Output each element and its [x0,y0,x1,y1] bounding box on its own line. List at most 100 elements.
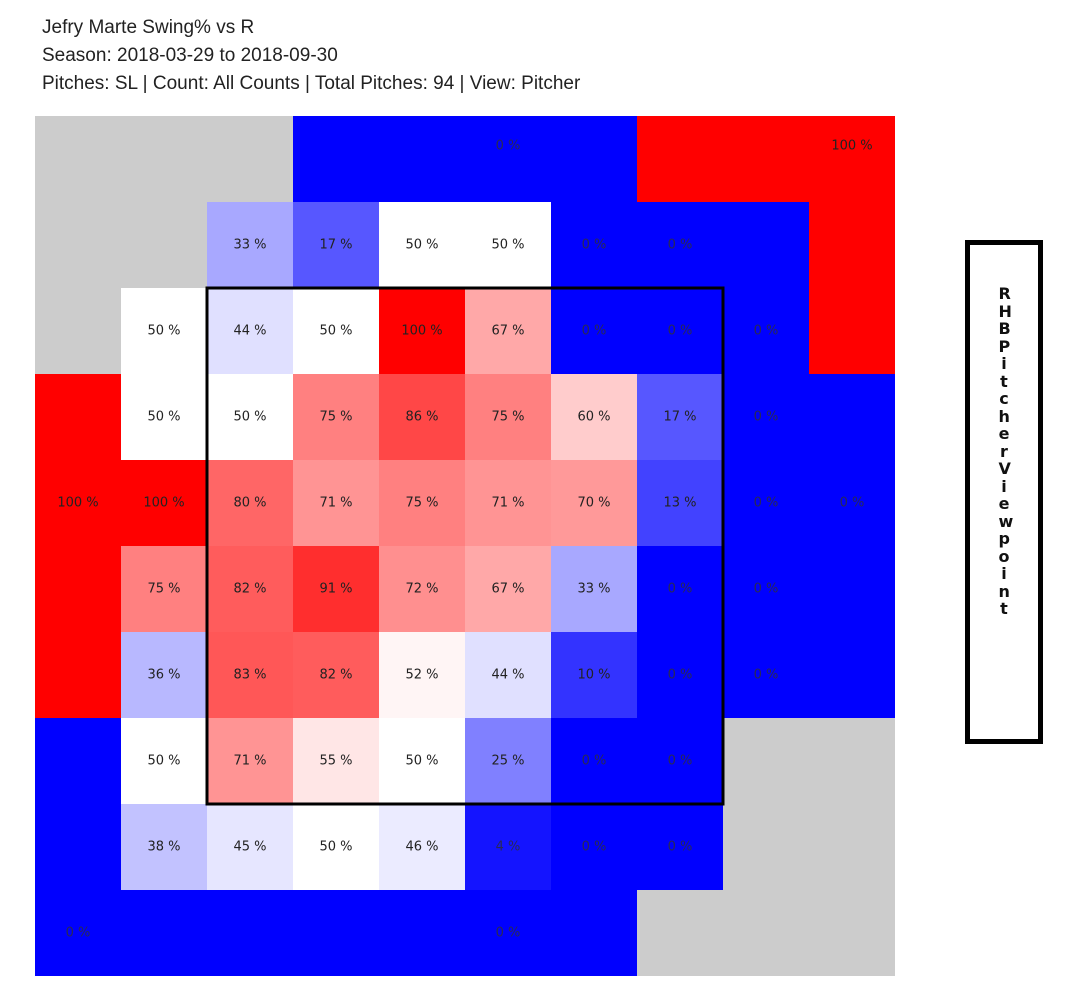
region-label-right: 0 % [840,496,865,511]
cell-label: 86 % [405,410,438,425]
cell-label: 71 % [319,496,352,511]
heat-cell [293,288,379,374]
heat-cell [637,546,723,632]
viewpoint-label: RHB Pitcher Viewpoint [965,240,1043,744]
cell-label: 33 % [233,238,266,253]
heat-cell [207,288,293,374]
cell-label: 100 % [401,324,442,339]
heat-cell [379,632,465,718]
heat-cell [465,288,551,374]
heat-cell [293,804,379,890]
cell-label: 50 % [233,410,266,425]
cell-label: 50 % [147,410,180,425]
region-top-right [637,116,895,374]
heat-cell [723,460,809,546]
cell-label: 60 % [577,410,610,425]
heat-cell [293,202,379,288]
heat-cell [379,202,465,288]
chart-titles: Jefry Marte Swing% vs R Season: 2018-03-… [42,14,580,98]
season-range: Season: 2018-03-29 to 2018-09-30 [42,45,338,66]
cell-label: 82 % [233,582,266,597]
heat-cell [207,374,293,460]
heat-cell [551,288,637,374]
cell-label: 0 % [754,668,779,683]
region-label-left: 100 % [57,496,98,511]
heat-cell [551,718,637,804]
cell-label: 72 % [405,582,438,597]
heat-cell [121,460,207,546]
cell-label: 83 % [233,668,266,683]
cell-label: 50 % [147,754,180,769]
cell-label: 50 % [319,324,352,339]
cell-label: 100 % [143,496,184,511]
heat-cell [293,374,379,460]
heat-cell [121,718,207,804]
heat-cell [637,374,723,460]
cell-label: 0 % [754,324,779,339]
heat-cell [379,374,465,460]
cell-label: 50 % [319,840,352,855]
heat-cell [637,804,723,890]
chart-title: Jefry Marte Swing% vs R [42,17,255,38]
heat-cell [465,804,551,890]
pitch-details: Pitches: SL | Count: All Counts | Total … [42,73,581,94]
heat-cell [207,460,293,546]
heat-cell [465,546,551,632]
cell-label: 75 % [147,582,180,597]
heat-cell [121,288,207,374]
cell-label: 25 % [491,754,524,769]
cell-label: 17 % [663,410,696,425]
cell-label: 50 % [405,754,438,769]
cell-label: 50 % [147,324,180,339]
cell-label: 0 % [754,582,779,597]
cell-label: 91 % [319,582,352,597]
cell-label: 75 % [491,410,524,425]
heat-cell [207,718,293,804]
heat-cell [723,546,809,632]
heat-cell [637,288,723,374]
cell-label: 46 % [405,840,438,855]
heat-cell [293,546,379,632]
cell-label: 0 % [668,582,693,597]
heat-cell [293,632,379,718]
cell-label: 71 % [491,496,524,511]
heat-cell [551,804,637,890]
heat-cell [121,632,207,718]
heat-cell [379,288,465,374]
cell-label: 67 % [491,324,524,339]
heat-cell [723,632,809,718]
cell-label: 0 % [668,324,693,339]
cell-label: 10 % [577,668,610,683]
cell-label: 55 % [319,754,352,769]
heat-cell [379,718,465,804]
heat-cell [207,202,293,288]
region-left [35,374,121,718]
cell-label: 0 % [582,754,607,769]
viewpoint-label-text: RHB Pitcher Viewpoint [998,284,1017,618]
cell-label: 36 % [147,668,180,683]
heat-cell [121,546,207,632]
cell-label: 80 % [233,496,266,511]
heat-cell [637,718,723,804]
heat-cell [465,718,551,804]
cell-label: 33 % [577,582,610,597]
heat-cell [637,632,723,718]
cell-label: 75 % [405,496,438,511]
heat-cell [465,202,551,288]
cell-label: 4 % [496,840,521,855]
heat-cell [551,460,637,546]
cell-label: 0 % [668,238,693,253]
region-label-bottom-left: 0 % [66,926,91,941]
heat-cell [551,632,637,718]
heat-cell [207,632,293,718]
heat-cell [379,460,465,546]
heat-cell [637,202,723,288]
heat-cell [551,202,637,288]
heat-cell [551,546,637,632]
cell-label: 0 % [582,324,607,339]
cell-label: 52 % [405,668,438,683]
heat-cell [465,632,551,718]
cell-label: 45 % [233,840,266,855]
strike-zone-border [205,286,725,806]
